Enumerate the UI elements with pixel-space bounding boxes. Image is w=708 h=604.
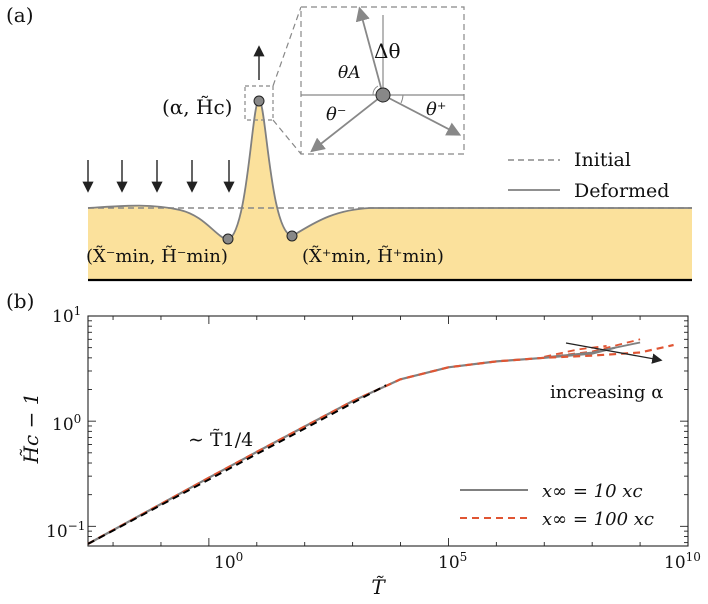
theta-plus-arc bbox=[400, 94, 404, 104]
series-ten-xc bbox=[87, 346, 616, 545]
y-tick-label-3: 101 bbox=[52, 304, 81, 327]
panel-a-label: (a) bbox=[6, 3, 34, 27]
panel-a-legend: Initial Deformed bbox=[508, 149, 669, 202]
legend-hundred-label: x∞ = 100 xc bbox=[542, 509, 654, 530]
theta-a-arc bbox=[372, 85, 379, 96]
spread-curve-3 bbox=[544, 345, 607, 358]
zoom-connector-top bbox=[272, 6, 302, 87]
panel-b: (b) 100 105 1010 10−1 100 101 T̃ H̃c − 1… bbox=[6, 289, 701, 599]
delta-theta-label: Δθ bbox=[374, 39, 400, 63]
theta-minus-label: θ⁻ bbox=[326, 104, 346, 125]
power-law-label: ∼ T̃1/4 bbox=[188, 429, 253, 451]
y-axis-label: H̃c − 1 bbox=[19, 393, 43, 465]
apex-point bbox=[253, 95, 265, 107]
theta-plus-label: θ⁺ bbox=[426, 99, 446, 120]
right-min-point bbox=[286, 230, 298, 242]
left-min-point bbox=[222, 233, 234, 245]
chart-series bbox=[87, 338, 674, 545]
arm-right bbox=[382, 94, 462, 136]
x-tick-label-3: 1010 bbox=[664, 550, 701, 573]
film-fill bbox=[88, 100, 692, 280]
zoom-connector-bottom bbox=[272, 119, 302, 155]
panel-b-label: (b) bbox=[6, 289, 34, 313]
apex-zoom-box bbox=[244, 85, 274, 121]
contact-line-inset: Δθ θA θ⁻ θ⁺ bbox=[300, 6, 465, 155]
power-law-line bbox=[87, 384, 387, 545]
y-tick-labels: 10−1 100 101 bbox=[46, 304, 85, 542]
arm-top bbox=[355, 6, 384, 96]
force-arrows bbox=[82, 160, 235, 193]
contact-point bbox=[375, 87, 391, 103]
legend-deformed-label: Deformed bbox=[574, 180, 669, 202]
increasing-alpha-label: increasing α bbox=[550, 382, 663, 403]
x-tick-label-1: 100 bbox=[214, 550, 243, 573]
right-min-label: (X̃⁺min, H̃⁺min) bbox=[302, 245, 444, 267]
legend-initial-label: Initial bbox=[574, 149, 631, 171]
panel-b-legend: x∞ = 10 xc x∞ = 100 xc bbox=[460, 481, 654, 530]
spread-curve-2 bbox=[544, 341, 641, 359]
increasing-alpha-arrow bbox=[565, 342, 663, 364]
panel-a: (a) (α, H̃c) (X̃⁻min, H̃⁻min) (X̃⁺min, H… bbox=[6, 3, 692, 282]
left-min-label: (X̃⁻min, H̃⁻min) bbox=[86, 245, 228, 267]
legend-ten-label: x∞ = 10 xc bbox=[542, 481, 643, 502]
y-tick-label-1: 10−1 bbox=[46, 519, 85, 542]
x-axis-label: T̃ bbox=[371, 575, 386, 599]
apex-label: (α, H̃c) bbox=[162, 95, 232, 119]
x-tick-label-2: 105 bbox=[438, 550, 467, 573]
x-tick-labels: 100 105 1010 bbox=[214, 550, 701, 573]
deformed-surface bbox=[87, 99, 692, 241]
arm-left bbox=[310, 94, 384, 153]
y-tick-label-2: 100 bbox=[52, 412, 81, 435]
theta-a-label: θA bbox=[338, 63, 361, 83]
